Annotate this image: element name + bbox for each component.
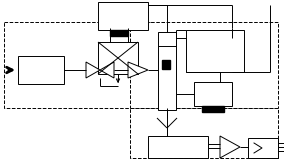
Polygon shape — [100, 62, 114, 78]
Bar — [248, 138, 278, 158]
Bar — [110, 30, 128, 36]
Bar — [98, 2, 148, 30]
Bar — [130, 108, 278, 158]
Bar — [130, 22, 278, 108]
Bar — [4, 22, 152, 108]
Bar — [18, 56, 64, 84]
Bar — [98, 42, 138, 74]
Bar — [186, 30, 244, 72]
Polygon shape — [128, 62, 148, 78]
Bar — [202, 106, 224, 112]
Bar — [162, 60, 170, 69]
Bar — [158, 32, 176, 110]
Polygon shape — [220, 136, 240, 158]
Bar — [194, 82, 232, 106]
Polygon shape — [86, 62, 100, 78]
Bar — [148, 136, 208, 158]
